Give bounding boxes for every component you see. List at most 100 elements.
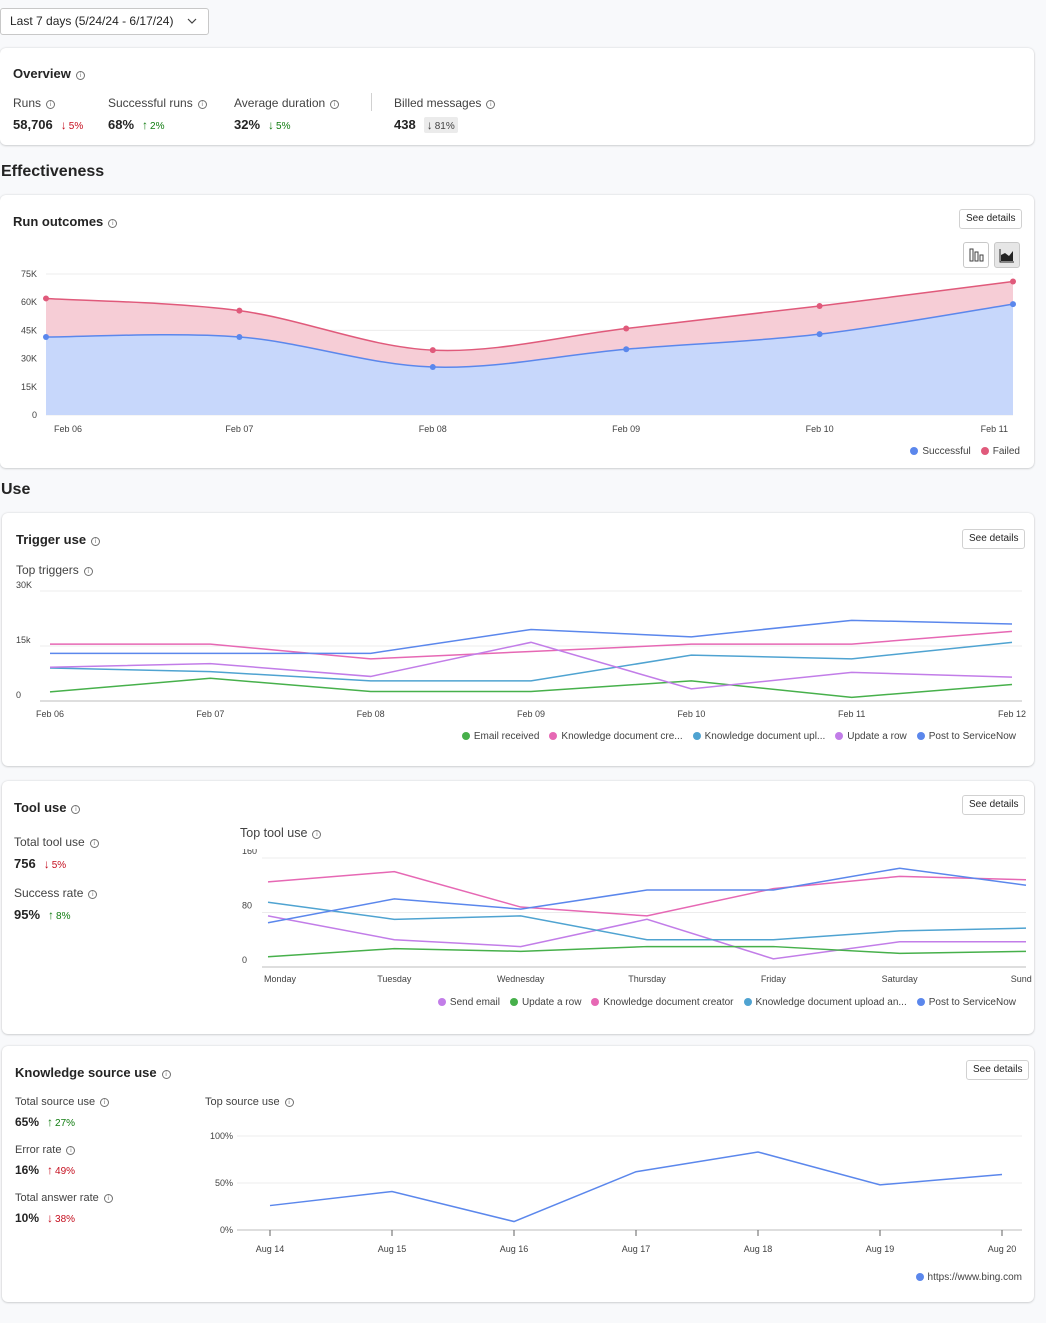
info-icon[interactable]: i — [197, 100, 207, 109]
arrow-up-icon: ↑ — [142, 118, 149, 132]
top-triggers-label-text: Top triggers — [16, 563, 79, 577]
successful-area — [46, 304, 1013, 415]
delta-badge: ↑ 8% — [48, 908, 70, 922]
legend-dot — [549, 732, 558, 740]
delta-value: 2% — [150, 121, 165, 132]
delta-value: 81% — [434, 121, 455, 132]
see-details-button[interactable]: See details — [966, 1060, 1030, 1080]
legend-item[interactable]: Knowledge document creator — [591, 997, 734, 1008]
legend-dot — [591, 998, 600, 1006]
legend-dot — [509, 998, 518, 1006]
legend-label: Update a row — [521, 997, 582, 1008]
x-tick-label: Feb 09 — [612, 424, 640, 434]
metric-runs: Runs i 58,706 ↓ 5% — [13, 96, 83, 134]
run-outcomes-title-text: Run outcomes — [13, 214, 104, 229]
failed-line — [45, 280, 1014, 352]
legend-label: Knowledge document creator — [603, 997, 734, 1008]
metric-label: Total source use — [15, 1096, 96, 1108]
run-outcomes-card: Run outcomes i See details 75K 60K 45K 30K 15… — [0, 195, 1034, 468]
legend-label: https://www.bing.com — [927, 1272, 1022, 1283]
see-details-button[interactable]: See details — [962, 795, 1026, 815]
bar-chart-icon — [969, 248, 984, 262]
see-details-button[interactable]: See details — [962, 529, 1026, 549]
info-icon[interactable]: i — [83, 567, 93, 576]
x-tick-label: Monday — [264, 974, 297, 984]
area-chart-icon — [999, 249, 1014, 263]
delta-value: 8% — [56, 911, 71, 922]
x-tick-label: Friday — [761, 974, 787, 984]
successful-point — [43, 333, 49, 340]
legend-label: Update a row — [847, 731, 907, 742]
error-rate-metric: Error rate i 16% ↑ 49% — [15, 1144, 76, 1179]
legend-dot — [437, 998, 446, 1006]
top-source-use-legend: https://www.bing.com — [906, 1272, 1022, 1283]
x-tick-label: Feb 08 — [419, 424, 447, 434]
x-tick-label: Feb 12 — [998, 709, 1026, 719]
info-icon[interactable]: i — [89, 839, 99, 848]
info-icon[interactable]: i — [88, 890, 98, 899]
metric-successful-runs: Successful runs i 68% ↑ 2% — [108, 96, 207, 134]
legend-item[interactable]: Knowledge document cre... — [549, 731, 683, 742]
arrow-up-icon: ↑ — [48, 908, 55, 922]
tool-use-title: Tool use i — [14, 800, 81, 815]
run-outcomes-legend: Successful Failed — [900, 446, 1020, 457]
failed-point — [816, 302, 823, 309]
legend-item[interactable]: Failed — [980, 446, 1020, 457]
legend-item[interactable]: Knowledge document upload an... — [743, 997, 907, 1008]
info-icon[interactable]: i — [103, 1194, 113, 1203]
legend-dot — [915, 1273, 924, 1281]
legend-item[interactable]: Send email — [437, 997, 500, 1008]
y-tick-label: 45K — [21, 325, 37, 335]
delta-badge: ↑ 27% — [47, 1115, 75, 1129]
x-tick-label: Feb 10 — [677, 709, 705, 719]
effectiveness-heading: Effectiveness — [1, 163, 105, 180]
info-icon[interactable]: i — [161, 1070, 171, 1079]
metric-average-duration: Average duration i 32% ↓ 5% — [234, 96, 340, 134]
info-icon[interactable]: i — [330, 100, 340, 109]
info-icon[interactable]: i — [312, 830, 322, 839]
series-line-3 — [49, 641, 1013, 690]
x-tick-label: Aug 14 — [256, 1244, 285, 1254]
info-icon[interactable]: i — [46, 100, 56, 109]
metric-value: 16% — [15, 1163, 40, 1177]
top-triggers-legend: Email received Knowledge document cre... K… — [452, 731, 1016, 742]
metric-value: 32% — [234, 117, 261, 132]
legend-item[interactable]: Post to ServiceNow — [916, 731, 1016, 742]
y-tick-label: 30K — [21, 354, 37, 364]
date-range-dropdown[interactable]: Last 7 days (5/24/24 - 6/17/24) — [0, 8, 209, 35]
info-icon[interactable]: i — [100, 1098, 110, 1107]
metric-label: Success rate — [14, 886, 84, 900]
legend-item[interactable]: Knowledge document upl... — [692, 731, 826, 742]
info-icon[interactable]: i — [71, 805, 81, 814]
delta-badge: ↓ 81% — [423, 117, 458, 133]
delta-value: 27% — [55, 1118, 76, 1129]
legend-item[interactable]: Email received — [461, 731, 539, 742]
bar-chart-toggle[interactable] — [963, 242, 989, 268]
total-answer-rate-metric: Total answer rate i 10% ↓ 38% — [15, 1192, 113, 1227]
legend-item[interactable]: Update a row — [835, 731, 907, 742]
successful-point — [816, 331, 823, 338]
area-chart-toggle[interactable] — [994, 242, 1020, 268]
legend-item[interactable]: Update a row — [509, 997, 582, 1008]
y-tick-label: 60K — [21, 297, 37, 307]
legend-dot — [916, 732, 925, 740]
info-icon[interactable]: i — [284, 1098, 294, 1107]
date-range-label: Last 7 days (5/24/24 - 6/17/24) — [10, 14, 174, 28]
legend-item[interactable]: https://www.bing.com — [915, 1272, 1022, 1283]
info-icon[interactable]: i — [91, 537, 101, 546]
see-details-button[interactable]: See details — [959, 209, 1023, 229]
legend-label: Knowledge document upl... — [704, 731, 826, 742]
top-source-use-chart: 100% 50% 0% Aug 14 Aug 15 Aug 16 Aug 17 Aug 18 A… — [210, 1131, 1022, 1254]
info-icon[interactable]: i — [486, 100, 496, 109]
info-icon[interactable]: i — [66, 1146, 76, 1155]
info-icon[interactable]: i — [108, 219, 118, 228]
legend-item[interactable]: Post to ServiceNow — [916, 997, 1016, 1008]
legend-item[interactable]: Successful — [910, 446, 971, 457]
info-icon[interactable]: i — [75, 71, 85, 80]
arrow-down-icon: ↓ — [60, 118, 67, 132]
arrow-down-icon: ↓ — [43, 857, 50, 871]
series-line-0 — [269, 1151, 1003, 1223]
top-tool-use-legend: Send email Update a row Knowledge document… — [428, 997, 1016, 1008]
legend-dot — [916, 998, 925, 1006]
legend-label: Send email — [449, 997, 500, 1008]
